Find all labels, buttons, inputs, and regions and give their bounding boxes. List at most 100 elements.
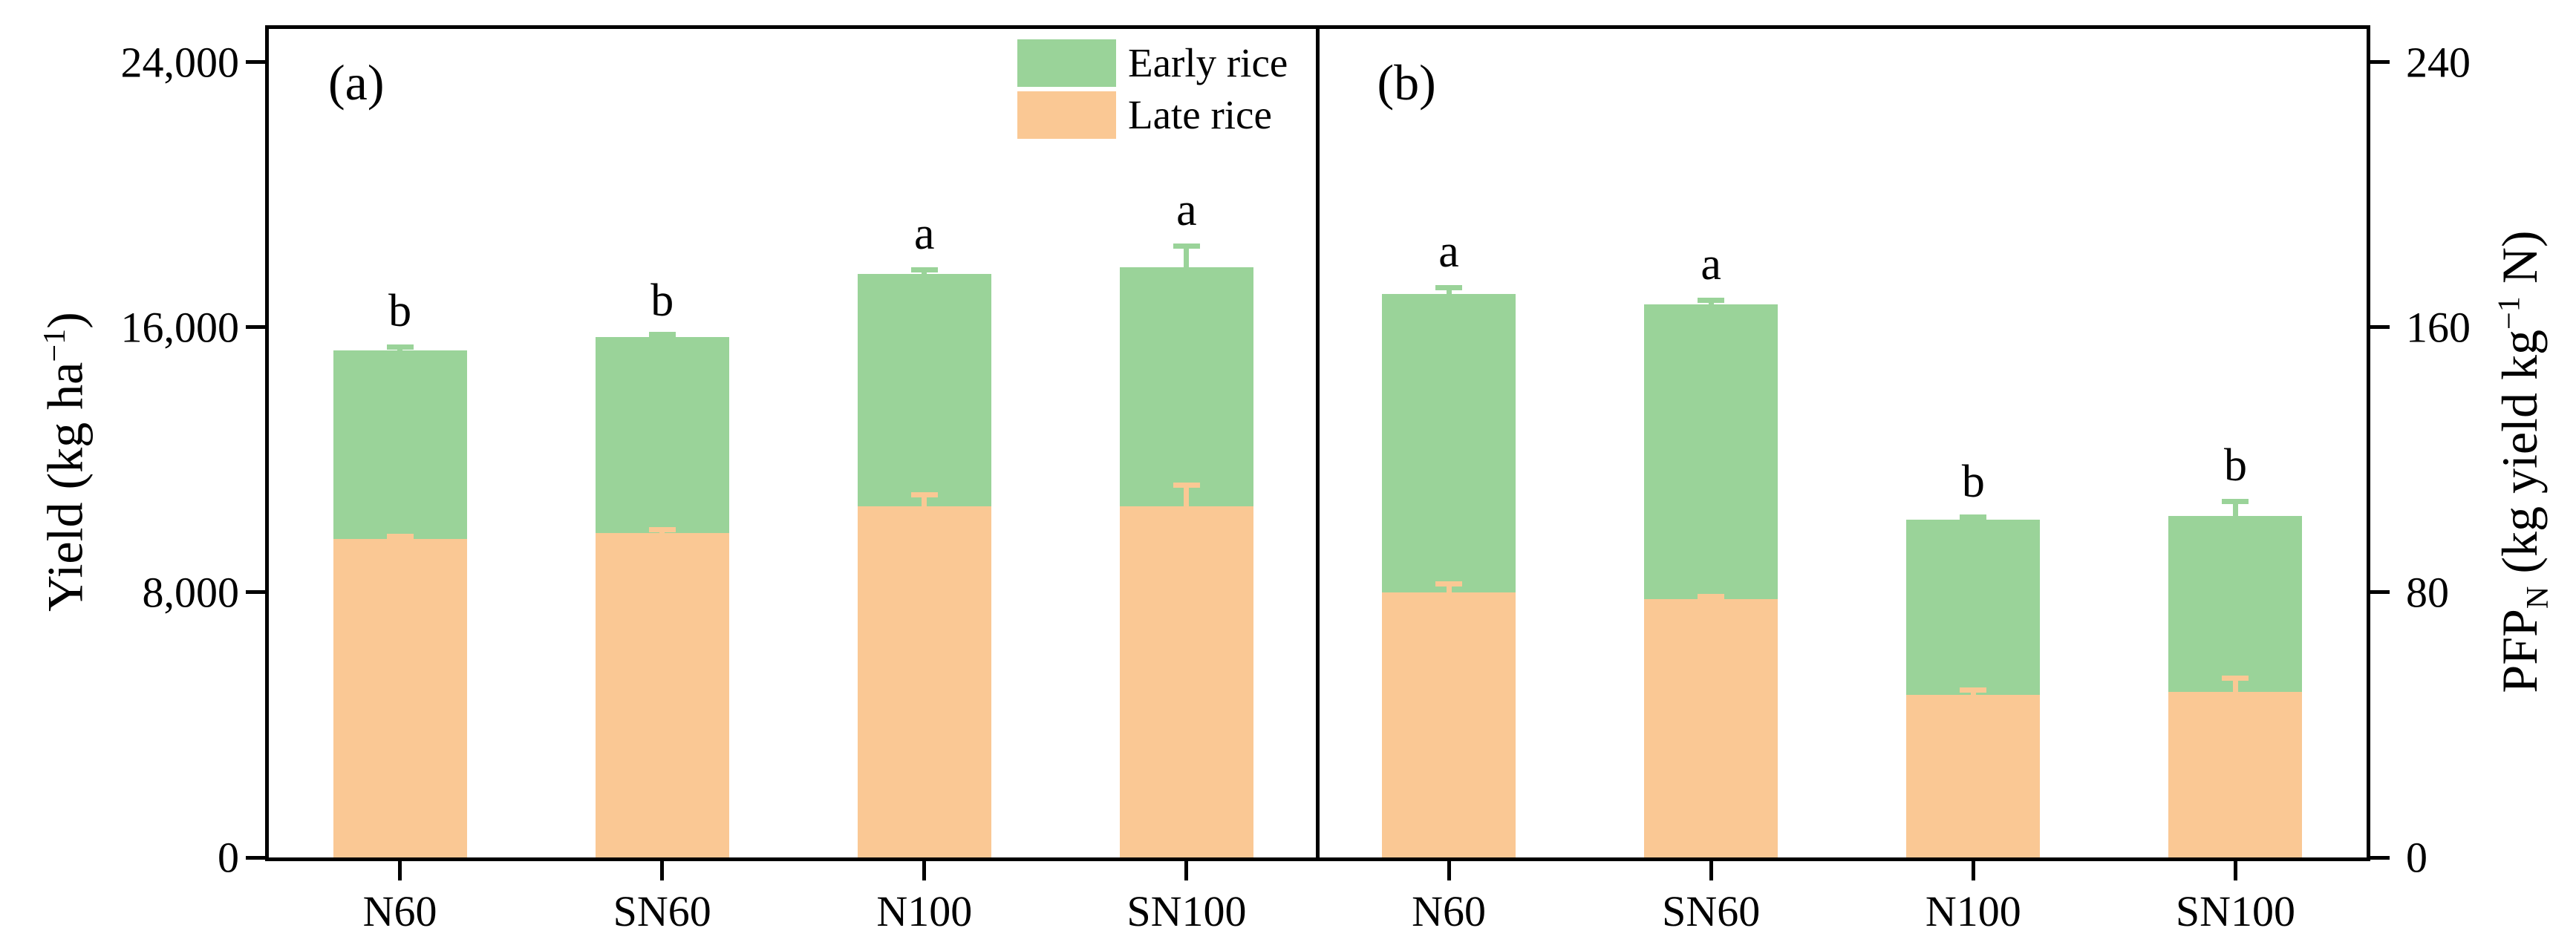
y-axis-title-left: Yield (kg ha−1) [36, 312, 95, 612]
bar-segment-late-rice [333, 539, 467, 857]
x-axis-tick [398, 861, 402, 880]
error-bar-late-cap [648, 526, 676, 532]
y-axis-tick-label-right: 80 [2406, 568, 2449, 617]
significance-letter: b [650, 275, 674, 326]
bar-segment-late-rice [1906, 695, 2041, 857]
legend-swatch-early-rice [1017, 39, 1116, 87]
error-bar-total-stem [2232, 504, 2238, 517]
error-bar-late-stem [922, 497, 927, 506]
y-axis-title-right-superscript: −1 [2491, 296, 2527, 330]
legend: Early rice Late rice [1017, 39, 1288, 143]
y-axis-title-right-subscript: N [2520, 586, 2555, 610]
bar-segment-late-rice [1119, 506, 1253, 857]
bar-segment-late-rice [2168, 691, 2303, 857]
significance-letter: b [388, 285, 412, 336]
x-axis-tick-label: N60 [362, 887, 437, 935]
x-axis-tick [660, 861, 665, 880]
panel-a: b b a a [269, 29, 1318, 857]
x-axis-tick [1709, 861, 1713, 880]
y-axis-tick-label-left: 16,000 [120, 303, 240, 352]
legend-label-early-rice: Early rice [1128, 40, 1288, 85]
x-axis-tick [1447, 861, 1451, 880]
error-bar-late-stem [1970, 693, 1976, 696]
bar-segment-early-rice [1119, 267, 1253, 506]
significance-letter: a [1176, 184, 1197, 235]
bar-segment-early-rice [1906, 519, 2041, 696]
y-axis-tick-left [246, 60, 265, 65]
x-axis-tick [922, 861, 927, 880]
x-axis-tick-label: SN60 [1662, 887, 1761, 935]
y-axis-tick-left [246, 855, 265, 860]
error-bar-late-stem [1184, 488, 1190, 506]
error-bar-late-cap [1698, 593, 1725, 599]
bar-segment-late-rice [595, 532, 729, 857]
y-axis-tick-right [2370, 590, 2390, 595]
error-bar-total-cap [1435, 285, 1463, 291]
error-bar-total-cap [1698, 297, 1725, 303]
error-bar-total-cap [1173, 243, 1200, 249]
error-bar-late-stem [1446, 586, 1452, 592]
y-axis-tick-label-right: 160 [2406, 303, 2471, 352]
error-bar-total-cap [2222, 499, 2249, 505]
bar-segment-late-rice [1382, 592, 1516, 857]
x-axis-tick-label: N60 [1412, 887, 1486, 935]
significance-letter: a [1438, 226, 1459, 278]
y-axis-tick-label-right: 0 [2406, 833, 2427, 882]
y-axis-tick-label-left: 24,000 [120, 38, 240, 87]
x-axis-tick [1184, 861, 1189, 880]
legend-label-late-rice: Late rice [1128, 92, 1272, 137]
significance-letter: a [1701, 238, 1721, 290]
y-axis-tick-label-left: 8,000 [142, 568, 240, 617]
panel-label-b: (b) [1377, 54, 1436, 111]
y-axis-title-right-mid: (kg yield kg [2491, 330, 2549, 586]
error-bar-total-cap [910, 267, 938, 273]
y-axis-title-right-tail: N) [2491, 230, 2549, 297]
error-bar-total-stem [1446, 290, 1452, 295]
x-axis-tick-label: SN100 [2175, 887, 2296, 935]
error-bar-late-stem [2232, 680, 2238, 692]
y-axis-tick-right [2370, 325, 2390, 330]
y-axis-title-right: PFPN (kg yield kg−1 N) [2491, 230, 2556, 693]
significance-letter: b [2223, 440, 2247, 491]
y-axis-tick-label-left: 0 [218, 833, 239, 882]
legend-item-late-rice: Late rice [1017, 91, 1288, 139]
y-axis-tick-left [246, 325, 265, 330]
x-axis-tick-label: N100 [1925, 887, 2021, 935]
x-axis-tick [2233, 861, 2237, 880]
panel-divider-line [1315, 29, 1320, 857]
y-axis-tick-left [246, 590, 265, 595]
error-bar-total-cap [1960, 514, 1987, 520]
error-bar-late-cap [2222, 675, 2249, 681]
x-axis-tick [1971, 861, 1975, 880]
panel-label-a: (a) [328, 54, 385, 111]
bar-segment-early-rice [595, 337, 729, 533]
error-bar-late-cap [1173, 483, 1200, 488]
y-axis-tick-label-right: 240 [2406, 38, 2471, 87]
bar-segment-late-rice [857, 506, 991, 857]
bar-segment-early-rice [2168, 516, 2303, 692]
y-axis-title-right-text: PFP [2491, 609, 2549, 693]
error-bar-late-stem [659, 532, 665, 533]
bar-segment-early-rice [1382, 294, 1516, 592]
plot-area: b b a a a a b b (a) (b) Early rice Late rice [265, 25, 2370, 861]
legend-item-early-rice: Early rice [1017, 39, 1288, 87]
error-bar-total-cap [648, 332, 676, 338]
bar-segment-late-rice [1644, 598, 1778, 857]
bar-segment-early-rice [1644, 304, 1778, 599]
significance-letter: b [1961, 456, 1985, 507]
error-bar-total-stem [1708, 302, 1714, 304]
error-bar-late-cap [1435, 581, 1463, 587]
y-axis-tick-right [2370, 855, 2390, 860]
error-bar-total-stem [922, 272, 927, 275]
significance-letter: a [914, 209, 935, 260]
error-bar-late-cap [1960, 687, 1987, 693]
error-bar-total-cap [386, 344, 414, 350]
x-axis-tick-label: N100 [876, 887, 973, 935]
error-bar-total-stem [1184, 248, 1190, 268]
legend-swatch-late-rice [1017, 91, 1116, 139]
error-bar-late-cap [386, 534, 414, 540]
bar-segment-early-rice [333, 350, 467, 540]
x-axis-tick-label: SN100 [1126, 887, 1247, 935]
bar-segment-early-rice [857, 274, 991, 506]
